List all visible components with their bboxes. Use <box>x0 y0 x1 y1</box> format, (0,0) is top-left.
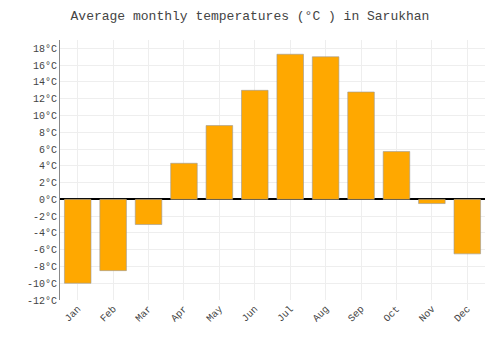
svg-text:0°C: 0°C <box>39 195 57 206</box>
svg-text:Sep: Sep <box>346 304 367 325</box>
svg-text:Apr: Apr <box>169 304 190 325</box>
svg-text:-4°C: -4°C <box>33 228 57 239</box>
svg-text:Jan: Jan <box>63 304 84 325</box>
svg-text:-6°C: -6°C <box>33 245 57 256</box>
svg-text:-8°C: -8°C <box>33 262 57 273</box>
svg-text:4°C: 4°C <box>39 161 57 172</box>
svg-text:-10°C: -10°C <box>27 279 57 290</box>
svg-text:-2°C: -2°C <box>33 212 57 223</box>
svg-text:Dec: Dec <box>452 304 473 325</box>
svg-text:Mar: Mar <box>134 304 155 325</box>
svg-text:18°C: 18°C <box>33 44 57 55</box>
svg-text:14°C: 14°C <box>33 77 57 88</box>
svg-text:Oct: Oct <box>382 304 403 325</box>
svg-text:Jul: Jul <box>275 304 296 325</box>
svg-text:12°C: 12°C <box>33 94 57 105</box>
svg-text:Aug: Aug <box>311 304 332 325</box>
svg-text:Average monthly temperatures (: Average monthly temperatures (°C ) in Sa… <box>71 9 430 24</box>
svg-text:May: May <box>205 304 226 325</box>
svg-text:8°C: 8°C <box>39 128 57 139</box>
svg-text:6°C: 6°C <box>39 145 57 156</box>
svg-text:16°C: 16°C <box>33 61 57 72</box>
svg-text:10°C: 10°C <box>33 111 57 122</box>
svg-text:Nov: Nov <box>417 304 438 325</box>
svg-text:Feb: Feb <box>98 304 119 325</box>
svg-text:-12°C: -12°C <box>27 296 57 307</box>
svg-text:Jun: Jun <box>240 304 261 325</box>
svg-text:2°C: 2°C <box>39 178 57 189</box>
